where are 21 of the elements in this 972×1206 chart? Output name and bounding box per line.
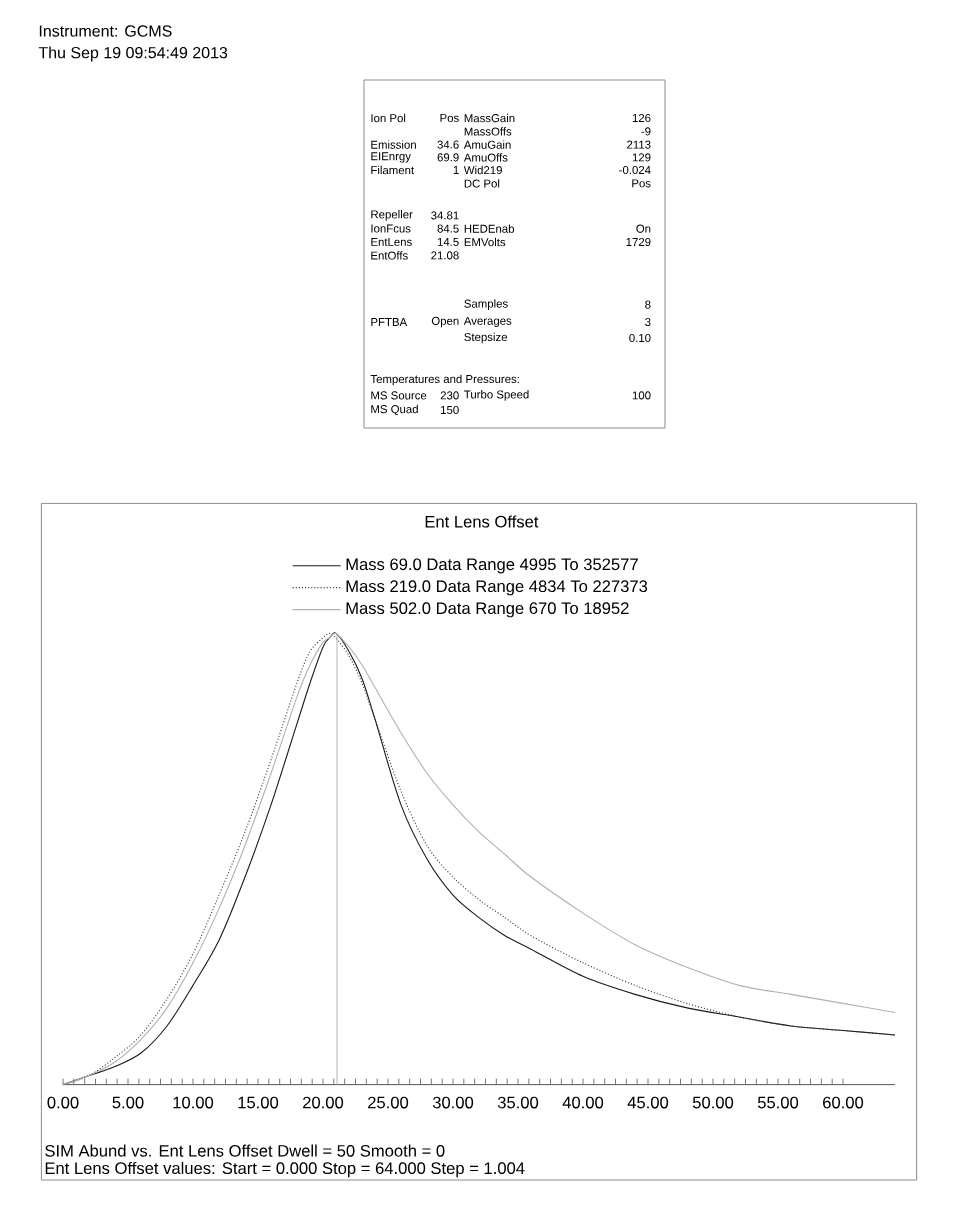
x-tick-label: 50.00 [692,1096,734,1109]
text: Instrument: GCMS [39,25,172,37]
x-tick-label: 0.00 [47,1096,79,1109]
x-tick-label: 10.00 [173,1096,214,1109]
legend-label: Mass 502.0 Data Range 670 To 18952 [346,602,629,618]
x-tick-label: 15.00 [238,1096,279,1109]
text: SIM Abund vs. Ent Lens Offset Dwell = 50 Smooth = 0 [45,1144,445,1157]
chart-title: Ent Lens Offset [425,515,539,528]
x-tick-label: 30.00 [432,1096,474,1109]
x-tick-label: 20.00 [303,1096,344,1109]
x-tick-label: 45.00 [627,1096,669,1109]
text: Ent Lens Offset values: Start = 0.000 Stop = 64.000 Step = 1.004 [45,1161,525,1178]
x-tick-label: 55.00 [757,1096,799,1109]
x-tick-label: 5.00 [112,1096,144,1109]
legend-label: Mass 219.0 Data Range 4834 To 227373 [346,580,648,596]
legend-label: Mass 69.0 Data Range 4995 To 352577 [346,558,638,574]
x-tick-label: 25.00 [368,1096,409,1109]
x-tick-label: 40.00 [562,1096,604,1109]
text: Thu Sep 19 09:54:49 2013 [38,46,228,62]
x-tick-label: 35.00 [497,1096,539,1109]
x-tick-label: 60.00 [823,1096,864,1109]
